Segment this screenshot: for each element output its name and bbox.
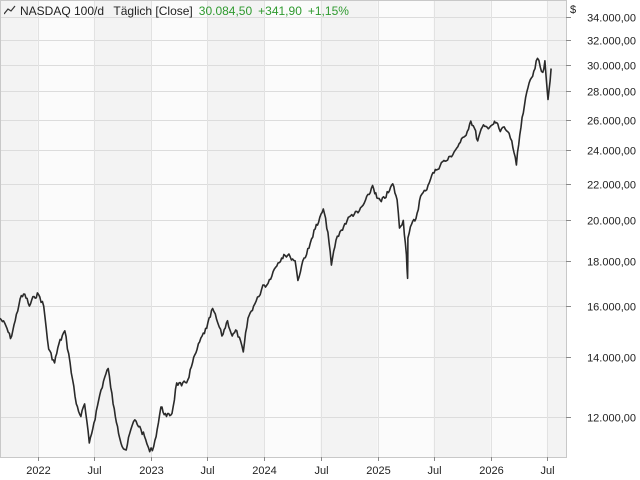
mode-label: Täglich [Close] [113,4,193,18]
x-tick-label: 2024 [252,465,276,477]
y-tick-label: 32.000,00 [587,36,636,48]
y-tick-label: 20.000,00 [587,216,636,228]
time-band [207,0,265,457]
y-tick-label: 26.000,00 [587,116,636,128]
price-change: +341,90 [258,4,302,18]
y-tick-label: 24.000,00 [587,146,636,158]
y-tick-label: 30.000,00 [587,61,636,73]
y-axis: 12.000,00 14.000,00 16.000,00 18.000,00 20.0… [566,13,636,425]
time-band [0,0,38,457]
y-tick-label: 18.000,00 [587,257,636,269]
x-tick-label: Jul [540,465,554,477]
chart-header: NASDAQ 100/d Täglich [Close] 30.084,50 +34… [3,4,349,18]
time-band [433,0,491,457]
x-tick-label: Jul [314,465,328,477]
x-tick-label: Jul [427,465,441,477]
y-tick-label: 16.000,00 [587,302,636,314]
x-tick-label: Jul [87,465,101,477]
y-tick-label: 22.000,00 [587,180,636,192]
plot-frame [0,0,567,458]
y-tick-label: 34.000,00 [587,13,636,25]
y-tick-label: 28.000,00 [587,87,636,99]
x-tick-label: Jul [200,465,214,477]
grid-lines [0,0,566,457]
y-tick-label: 14.000,00 [587,353,636,365]
last-price: 30.084,50 [198,4,253,18]
symbol-label: NASDAQ 100/d [20,4,105,18]
x-tick-label: 2025 [366,465,390,477]
time-band [320,0,378,457]
price-line [0,57,552,453]
x-tick-label: 2026 [479,465,503,477]
currency-label: $ [570,4,577,16]
time-band [37,0,94,457]
time-bands [0,0,566,457]
x-axis: 2022 Jul 2023 Jul 2024 Jul 2025 Jul 2026 Jul [26,457,555,477]
time-band [490,0,547,457]
time-band [546,0,566,457]
x-tick-label: 2023 [139,465,163,477]
time-band [150,0,208,457]
y-tick-label: 12.000,00 [587,413,636,425]
time-band [377,0,434,457]
x-tick-label: 2022 [26,465,50,477]
time-band [264,0,321,457]
price-change-pct: +1,15% [307,4,349,18]
chart-line-icon [3,4,16,18]
